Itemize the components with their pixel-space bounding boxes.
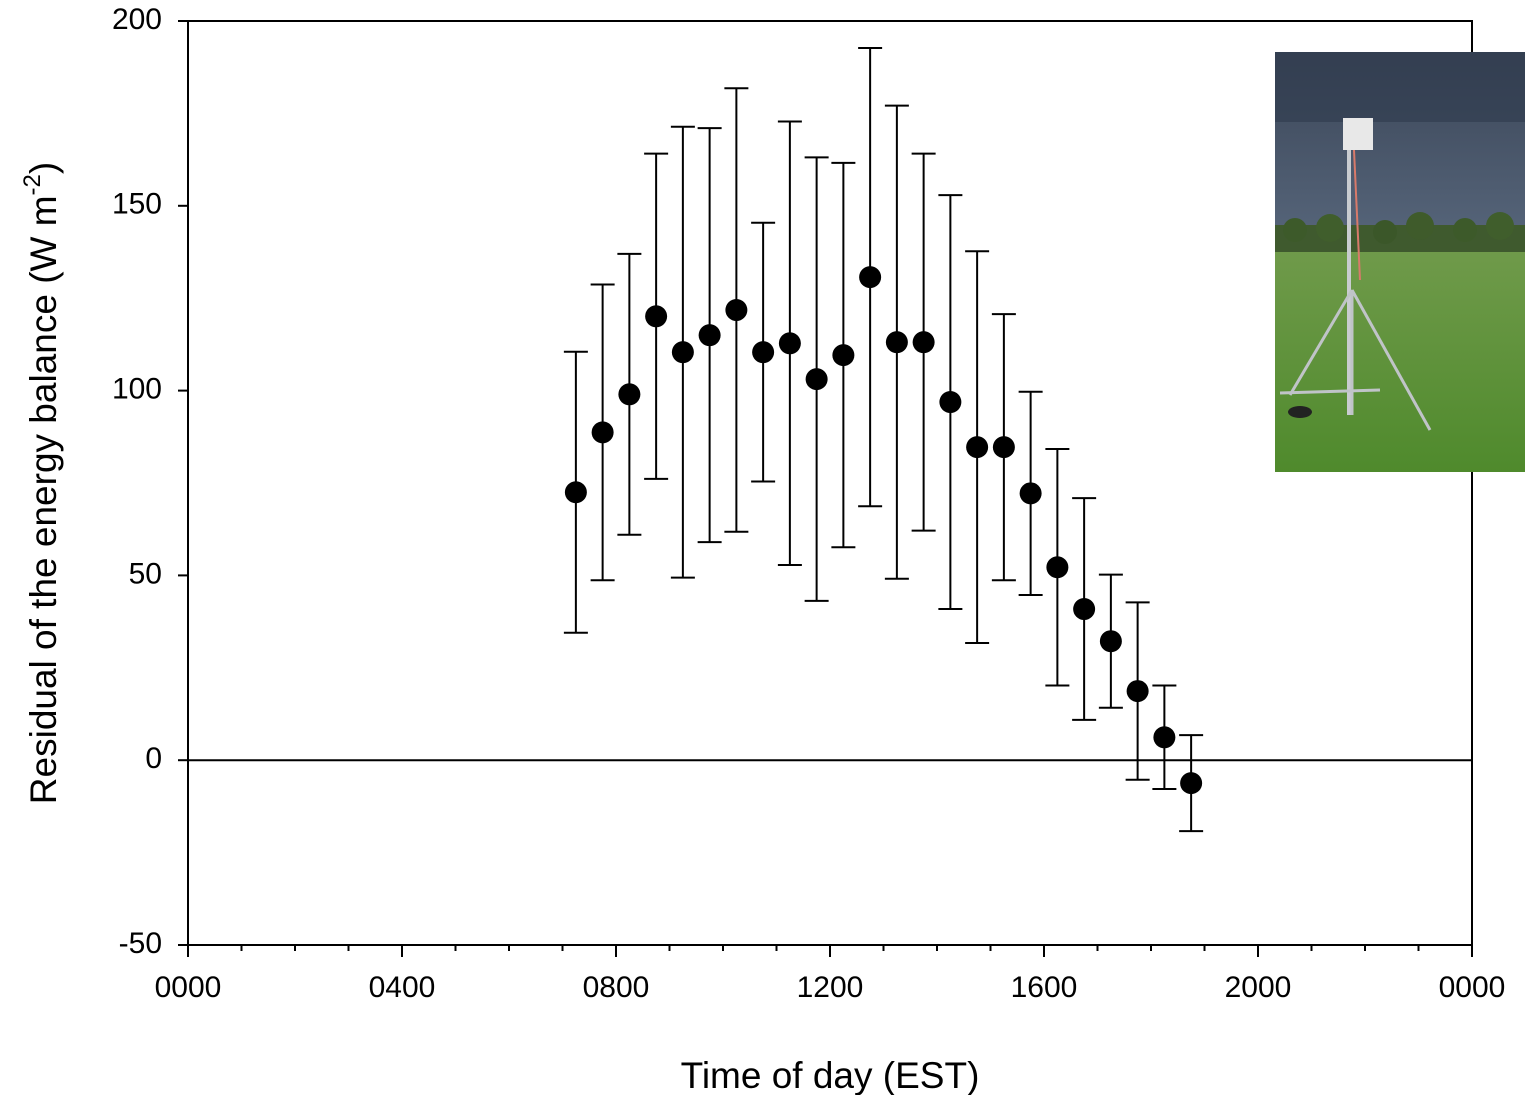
point xyxy=(805,368,828,391)
y-tick-label: 150 xyxy=(112,188,162,221)
point xyxy=(591,421,614,444)
x-tick-label: 1600 xyxy=(1011,971,1078,1004)
point xyxy=(618,383,641,406)
y-axis-title: Residual of the energy balance (W m-2) xyxy=(19,162,64,804)
point xyxy=(725,299,748,322)
point xyxy=(1180,772,1203,795)
point xyxy=(939,391,962,414)
x-tick-label: 0000 xyxy=(1439,971,1506,1004)
point xyxy=(912,331,935,354)
point xyxy=(966,436,989,459)
point xyxy=(671,341,694,364)
point xyxy=(752,341,775,364)
y-axis-title-superscript: -2 xyxy=(19,174,46,195)
point xyxy=(885,331,908,354)
photo-inset xyxy=(1275,52,1525,472)
x-tick-label: 0400 xyxy=(369,971,436,1004)
point xyxy=(1019,482,1042,505)
y-tick-label: -50 xyxy=(119,927,162,960)
x-tick-label: 0800 xyxy=(583,971,650,1004)
x-axis-title: Time of day (EST) xyxy=(681,1055,980,1095)
point xyxy=(1099,630,1122,653)
y-tick-label: 50 xyxy=(129,557,162,590)
point xyxy=(832,344,855,367)
x-tick-label: 2000 xyxy=(1225,971,1292,1004)
point xyxy=(1126,680,1149,703)
y-tick-label: 200 xyxy=(112,3,162,36)
point xyxy=(859,266,882,289)
x-tick-label: 1200 xyxy=(797,971,864,1004)
point xyxy=(1046,556,1069,579)
y-axis-title-text: Residual of the energy balance (W m xyxy=(23,195,64,804)
y-axis-title-suffix: ) xyxy=(23,162,64,174)
point xyxy=(698,324,721,347)
y-tick-label: 0 xyxy=(145,742,162,775)
point xyxy=(645,305,668,328)
point xyxy=(1153,726,1176,749)
point xyxy=(778,332,801,355)
point xyxy=(564,481,587,504)
x-tick-label: 0000 xyxy=(155,971,222,1004)
point xyxy=(992,436,1015,459)
y-tick-label: 100 xyxy=(112,373,162,406)
point xyxy=(1073,598,1096,621)
